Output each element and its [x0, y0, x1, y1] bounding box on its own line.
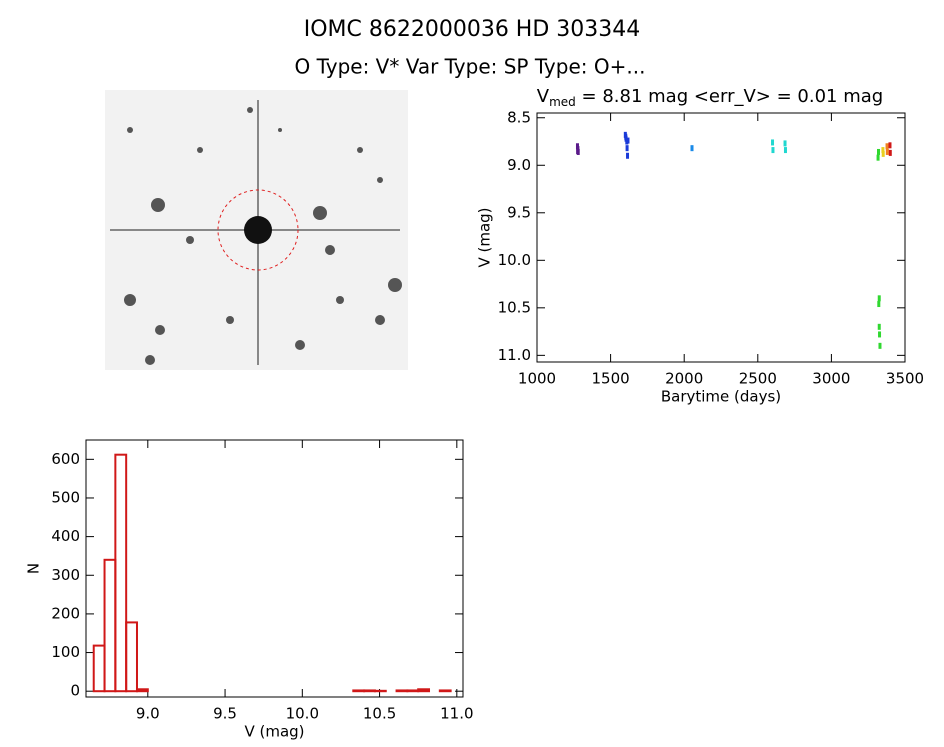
y-tick-label: 300 [51, 566, 80, 584]
histogram-bar [438, 689, 452, 693]
plot-frame [85, 439, 464, 698]
x-tick-label: 1000 [518, 370, 556, 388]
x-axis-label: Barytime (days) [661, 388, 781, 406]
y-tick-label: 400 [51, 527, 80, 545]
x-tick-label: 3000 [812, 370, 850, 388]
x-tick-label: 10.0 [286, 705, 319, 723]
histogram-bar [114, 453, 128, 693]
histogram-bar [395, 689, 409, 693]
data-point [783, 147, 787, 154]
y-tick-label: 600 [51, 450, 80, 468]
histogram-bar [417, 688, 431, 693]
data-point [888, 149, 892, 156]
histogram-bar [406, 689, 420, 693]
y-axis-label: N [25, 563, 43, 574]
data-point [888, 142, 892, 149]
histogram-bar [103, 558, 117, 693]
x-tick-label: 3500 [886, 370, 924, 388]
y-tick-label: 500 [51, 488, 80, 506]
data-point [771, 147, 775, 154]
chart-title-part: = 8.81 mag <err_V> = 0.01 mag [576, 86, 883, 107]
page-title: IOMC 8622000036 HD 303344 [304, 17, 641, 42]
x-tick-label: 11.0 [440, 705, 473, 723]
histogram-bar [363, 689, 376, 693]
y-tick-label: 9.5 [507, 203, 531, 221]
plot-frame [536, 112, 906, 363]
y-tick-label: 200 [51, 604, 80, 622]
x-axis-label: V (mag) [244, 723, 304, 741]
y-tick-label: 10.0 [498, 251, 531, 269]
data-point [878, 331, 882, 338]
data-point [626, 137, 630, 144]
data-point [877, 295, 881, 302]
data-point [877, 148, 881, 155]
data-point [885, 143, 889, 150]
data-point [881, 147, 885, 154]
data-point [625, 145, 629, 152]
data-point [771, 139, 775, 146]
y-tick-label: 8.5 [507, 108, 531, 126]
histogram-bar [135, 688, 149, 693]
y-tick-label: 100 [51, 643, 80, 661]
x-tick-label: 10.5 [363, 705, 396, 723]
data-point [885, 148, 889, 155]
page-subtitle: O Type: V* Var Type: SP Type: O+... [295, 55, 646, 79]
data-point [878, 342, 882, 349]
chart-title-part: V [537, 86, 550, 107]
x-tick-label: 1500 [592, 370, 630, 388]
y-tick-label: 10.5 [498, 298, 531, 316]
data-point [626, 152, 630, 159]
histogram-bar [125, 621, 138, 693]
data-point [783, 140, 787, 147]
data-point [877, 301, 881, 308]
data-point [876, 154, 880, 161]
y-tick-label: 0 [70, 682, 80, 700]
y-axis-label: V (mag) [476, 207, 494, 267]
data-point [881, 150, 885, 157]
data-point [576, 148, 580, 155]
histogram-bar [92, 644, 106, 693]
x-tick-label: 9.0 [136, 705, 160, 723]
chart-title: Vmed = 8.81 mag <err_V> = 0.01 mag [537, 86, 883, 109]
x-tick-label: 9.5 [213, 705, 237, 723]
x-tick-label: 2500 [739, 370, 777, 388]
y-tick-label: 9.0 [507, 156, 531, 174]
chart-title-part: med [549, 95, 576, 109]
y-tick-label: 11.0 [498, 346, 531, 364]
x-tick-label: 2000 [665, 370, 703, 388]
data-point [690, 145, 694, 152]
histogram-bar [352, 689, 366, 693]
data-point [877, 323, 881, 330]
star-field-image [105, 90, 408, 370]
